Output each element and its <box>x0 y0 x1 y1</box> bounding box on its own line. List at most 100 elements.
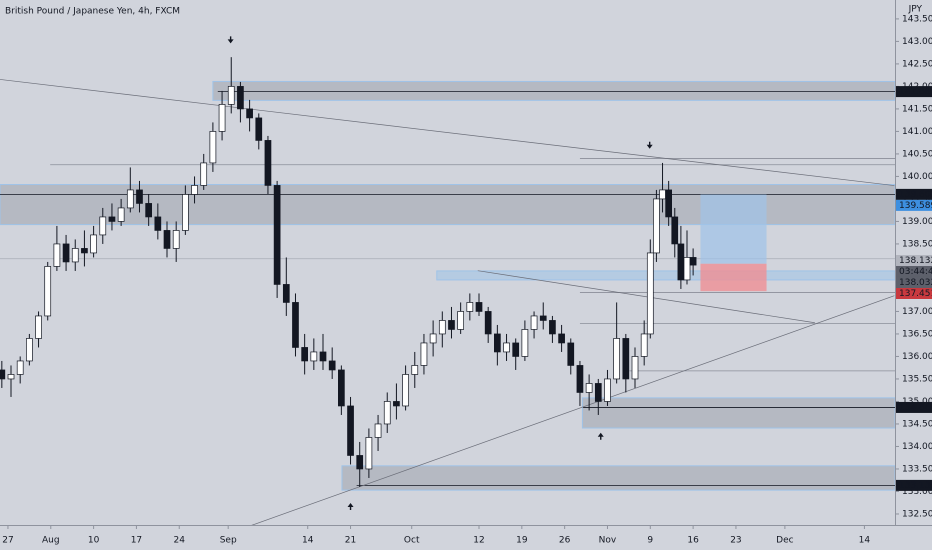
price-tag <box>896 188 932 200</box>
candle-body <box>301 347 309 362</box>
candle-body <box>448 320 455 330</box>
y-tick-label: 141.500 <box>902 104 932 114</box>
candle-body <box>292 302 299 348</box>
candle-body <box>484 311 492 335</box>
candle-body <box>438 320 446 335</box>
price-tag <box>896 479 932 491</box>
candle-body <box>7 374 15 380</box>
x-tick-label: Oct <box>404 536 420 546</box>
candle-body <box>328 360 336 371</box>
candle-body <box>494 333 501 353</box>
chart-title: British Pound / Japanese Yen, 4h, FXCM <box>5 7 180 17</box>
candle-body <box>282 284 290 303</box>
candle-body <box>420 342 428 366</box>
candle-body <box>35 315 42 339</box>
candle-body <box>512 342 520 357</box>
candle-body <box>163 230 171 249</box>
position-stop <box>700 263 767 292</box>
x-tick-label: 14 <box>859 536 871 546</box>
candle-body <box>136 189 143 204</box>
candle-body <box>646 252 654 335</box>
candle-body <box>549 320 556 335</box>
zone <box>581 397 895 429</box>
candle-body <box>402 374 409 407</box>
candle-body <box>145 203 153 218</box>
candle-body <box>347 405 354 456</box>
price-tag <box>896 287 932 299</box>
x-tick-label: 9 <box>647 536 653 546</box>
price-tag-label: 139.589 <box>899 201 932 211</box>
candle-body <box>677 243 685 281</box>
x-tick-label: 26 <box>559 536 571 546</box>
candle-body <box>99 216 107 236</box>
y-tick-label: 134.000 <box>902 442 932 452</box>
candle-body <box>659 189 666 200</box>
x-tick-label: 23 <box>730 536 741 546</box>
x-tick-label: 24 <box>174 536 186 546</box>
candle-body <box>594 383 602 402</box>
candle-body <box>374 423 382 438</box>
price-tag-label: 138.132 <box>899 256 932 266</box>
marker-arrow <box>347 502 354 510</box>
y-tick-label: 139.000 <box>902 217 932 227</box>
x-tick-label: 16 <box>687 536 699 546</box>
candle-body <box>319 351 327 362</box>
candle-body <box>44 266 52 317</box>
candle-body <box>671 216 679 245</box>
candle-body <box>653 198 660 254</box>
x-tick-label: 17 <box>131 536 142 546</box>
candle-body <box>26 338 33 362</box>
candle-body <box>126 189 134 209</box>
candle-body <box>576 365 584 393</box>
price-tag <box>896 254 932 266</box>
zone <box>436 270 895 281</box>
candle-body <box>81 248 88 254</box>
axes: 132.500133.000133.500134.000134.500135.0… <box>2 14 932 546</box>
candle-body <box>227 86 235 105</box>
candle-body <box>209 131 217 164</box>
price-tag-label: 03:44:45 <box>899 267 932 277</box>
y-tick-label: 133.000 <box>902 487 932 497</box>
candle-body <box>356 455 364 470</box>
candle-body <box>457 311 465 330</box>
y-tick-label: 137.000 <box>902 307 932 317</box>
trendline <box>251 295 895 525</box>
candle-body <box>558 333 565 344</box>
marker-arrow <box>597 432 604 440</box>
x-tick-label: Nov <box>599 536 617 546</box>
x-tick-label: 10 <box>88 536 100 546</box>
candle-body <box>383 401 391 425</box>
y-tick-label: 140.500 <box>902 149 932 159</box>
candle-body <box>466 302 474 312</box>
candle-body <box>683 257 691 281</box>
y-tick-label: 136.500 <box>902 329 932 339</box>
y-tick-label: 138.500 <box>902 239 932 249</box>
y-tick-label: 143.000 <box>902 37 932 47</box>
candle-body <box>200 162 208 186</box>
candle-body <box>62 243 70 263</box>
y-tick-label: 135.500 <box>902 374 932 384</box>
y-tick-label: 134.500 <box>902 419 932 429</box>
candle-body <box>16 360 24 375</box>
price-tag-label: 134.867 <box>899 403 932 413</box>
candle-body <box>53 243 61 267</box>
plot-area <box>0 36 895 525</box>
candle-body <box>237 86 244 110</box>
candle-body <box>172 230 180 249</box>
candle-body <box>338 369 345 407</box>
candle-body <box>567 342 575 366</box>
y-tick-label: 143.500 <box>902 14 932 24</box>
candle-body <box>689 257 697 266</box>
x-tick-label: 27 <box>2 536 13 546</box>
candle-body <box>117 207 125 222</box>
candle-body <box>585 383 593 393</box>
candle-body <box>191 185 198 195</box>
candle-body <box>613 338 621 380</box>
x-tick-label: 21 <box>345 536 356 546</box>
marker-arrow <box>227 36 234 44</box>
x-tick-label: 12 <box>473 536 484 546</box>
candle-body <box>264 140 272 186</box>
y-tick-label: 141.000 <box>902 127 932 137</box>
candle-body <box>273 185 281 285</box>
